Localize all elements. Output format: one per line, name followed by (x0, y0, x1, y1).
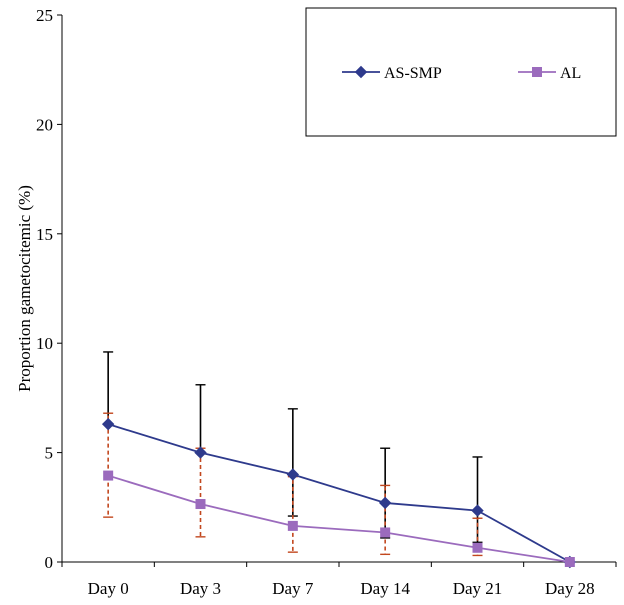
x-tick-label: Day 3 (180, 579, 221, 598)
legend-label: AS-SMP (384, 65, 442, 82)
x-tick-label: Day 7 (272, 579, 314, 598)
y-tick-label: 20 (36, 115, 53, 134)
y-axis-title: Proportion gametocitemic (%) (15, 185, 34, 392)
data-point (286, 468, 300, 481)
data-point (472, 542, 483, 553)
data-point (194, 446, 207, 459)
data-point (380, 527, 391, 538)
data-point (287, 520, 298, 531)
y-tick-label: 25 (36, 6, 53, 25)
legend-marker (354, 65, 368, 79)
data-point (378, 496, 392, 510)
x-tick-label: Day 0 (88, 579, 129, 598)
series-line-as-smp (107, 423, 571, 563)
data-point (471, 504, 484, 517)
x-tick-label: Day 21 (453, 579, 503, 598)
data-point (195, 499, 206, 510)
legend-label: AL (560, 65, 581, 82)
y-tick-label: 0 (45, 553, 54, 572)
y-tick-label: 10 (36, 334, 53, 353)
legend-marker (532, 67, 542, 77)
series-line-al (107, 474, 570, 563)
data-point (103, 470, 114, 481)
data-point (564, 557, 575, 567)
data-point (101, 417, 115, 431)
y-tick-label: 15 (36, 225, 53, 244)
y-tick-label: 5 (45, 444, 54, 463)
plot-area: 0 5 10 15 20 25 Day 0 Day 3 Day 7 Day 14 Day 21 Day… (15, 6, 617, 598)
x-tick-label: Day 28 (545, 579, 595, 598)
x-tick-label: Day 14 (360, 579, 410, 598)
legend: AS-SMP AL (305, 7, 617, 137)
